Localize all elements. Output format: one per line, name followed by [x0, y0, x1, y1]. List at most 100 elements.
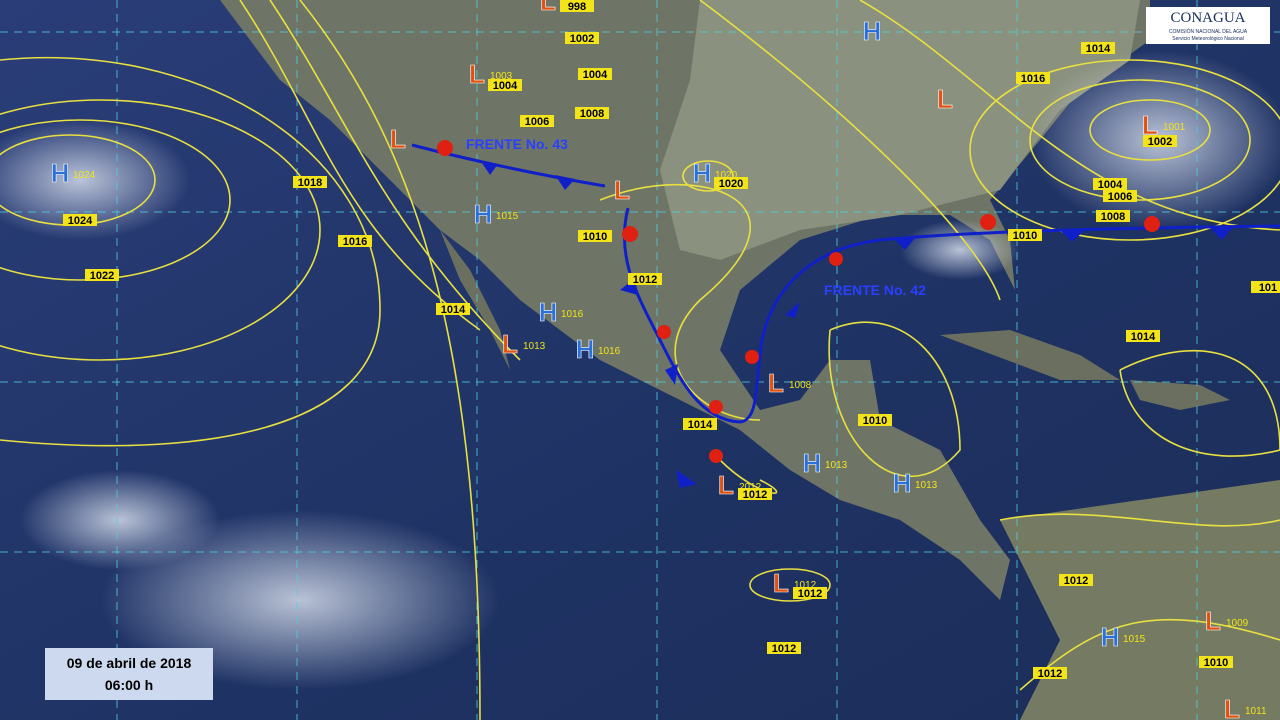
isobar-label: 1012 — [772, 643, 796, 655]
isobar-label-box — [1126, 330, 1160, 342]
isobar-label-box — [714, 177, 748, 189]
isobar-label: 1006 — [525, 116, 549, 128]
isobar-label-box — [683, 418, 717, 430]
isobar-label: 1014 — [441, 304, 466, 316]
isobar-label: 1012 — [1038, 668, 1062, 680]
system-pressure: 1008 — [789, 380, 812, 391]
system-pressure: 1011 — [1245, 706, 1267, 717]
isobar-label: 1010 — [583, 231, 607, 243]
isobar-label: 1008 — [580, 108, 604, 120]
system-pressure: 1015 — [496, 211, 519, 222]
low-pressure: L — [768, 368, 784, 398]
isobar-label-box — [488, 79, 522, 91]
date: 09 de abril de 2018 — [67, 655, 192, 671]
isobar-label-box — [1033, 667, 1067, 679]
system-pressure: 1020 — [715, 170, 738, 181]
high-pressure: H — [693, 158, 712, 188]
low-pressure: L — [1142, 110, 1158, 140]
isobar-label-box — [793, 587, 827, 599]
isobar-label-box — [1251, 281, 1280, 293]
isobar-label-box — [1081, 42, 1115, 54]
low-pressure: L — [773, 568, 789, 598]
isobar-label-box — [338, 235, 372, 247]
isobar-label-box — [1096, 210, 1130, 222]
high-pressure: H — [863, 16, 882, 46]
isobar-label-box — [436, 303, 470, 315]
system-pressure: 1016 — [598, 346, 621, 357]
system-pressure: 1013 — [523, 341, 546, 352]
high-pressure: H — [539, 297, 558, 327]
isobar-label-box — [1016, 72, 1050, 84]
low-pressure: L — [540, 0, 556, 16]
isobar-label: 1010 — [863, 415, 887, 427]
isobar-label: 1004 — [583, 69, 608, 81]
isobar-label-box — [1059, 574, 1093, 586]
isobar-label: 1020 — [719, 178, 743, 190]
high-pressure: H — [893, 468, 912, 498]
isobar-label-box — [575, 107, 609, 119]
isobar-label: 1016 — [1021, 73, 1045, 85]
isobar-label: 1022 — [90, 270, 114, 282]
isobar-label: 1010 — [1204, 657, 1228, 669]
isobar-label: 998 — [568, 1, 586, 13]
low-pressure: L — [614, 175, 630, 205]
isobar-label: 1014 — [1131, 331, 1156, 343]
low-pressure: L — [502, 329, 518, 359]
isobar-label: 1008 — [1101, 211, 1125, 223]
isobar-label: 1024 — [68, 215, 93, 227]
low-pressure: L — [390, 124, 406, 154]
isobar-label: 1016 — [343, 236, 367, 248]
system-pressure: 2012 — [739, 482, 762, 493]
low-pressure: L — [1224, 694, 1240, 720]
timestamp: 09 de abril de 2018 06:00 h — [45, 648, 213, 700]
front-label: FRENTE No. 43 — [466, 136, 568, 152]
isobar-label-box — [293, 176, 327, 188]
isobar-label: 1006 — [1108, 191, 1132, 203]
system-pressure: 1013 — [915, 480, 938, 491]
isobar-label-box — [1103, 190, 1137, 202]
low-pressure: L — [469, 59, 485, 89]
fronts — [411, 140, 1280, 488]
isobar-label: 1012 — [633, 274, 657, 286]
system-pressure: 1013 — [825, 460, 848, 471]
isobar-label: 1012 — [1064, 575, 1088, 587]
isobar-label: 1014 — [1086, 43, 1111, 55]
isobar-label-box — [1199, 656, 1233, 668]
high-pressure: H — [474, 199, 493, 229]
isobar-label: 1004 — [1098, 179, 1123, 191]
isobar-label-box — [578, 230, 612, 242]
isobar-label-box — [520, 115, 554, 127]
isobar-label: 1002 — [570, 33, 594, 45]
low-pressure: L — [937, 84, 953, 114]
isobar-label: 1010 — [1013, 230, 1037, 242]
high-pressure: H — [576, 334, 595, 364]
isobar-label: 101 — [1259, 282, 1277, 294]
isobar-label-box — [858, 414, 892, 426]
isobar-label-box — [578, 68, 612, 80]
high-pressure: H — [51, 158, 70, 188]
isobar-label-box — [565, 32, 599, 44]
logo-title: CONAGUA — [1171, 10, 1246, 26]
logo: CONAGUA COMISIÓN NACIONAL DEL AGUA Servi… — [1146, 7, 1270, 44]
isobar-label-box — [767, 642, 801, 654]
system-pressure: 1015 — [1123, 634, 1146, 645]
isobar-label: 1014 — [688, 419, 713, 431]
logo-service: Servicio Meteorológico Nacional — [1172, 36, 1243, 42]
low-pressure: L — [1205, 606, 1221, 636]
front-label: FRENTE No. 42 — [824, 282, 926, 298]
system-pressure: 1016 — [561, 309, 584, 320]
isobar-label-box — [1143, 135, 1177, 147]
logo-subtitle: COMISIÓN NACIONAL DEL AGUA — [1169, 28, 1248, 35]
system-pressure: 1003 — [490, 71, 513, 82]
isobar-label-box — [1008, 229, 1042, 241]
high-pressure: H — [1101, 622, 1120, 652]
isobar-label: 1018 — [298, 177, 322, 189]
isobar-label-box — [560, 0, 594, 12]
isobar-label-box — [1093, 178, 1127, 190]
time: 06:00 h — [105, 677, 153, 693]
system-pressure: 1024 — [73, 170, 96, 181]
system-pressure: 1001 — [1163, 122, 1186, 133]
isobar-label: 1012 — [743, 489, 767, 501]
